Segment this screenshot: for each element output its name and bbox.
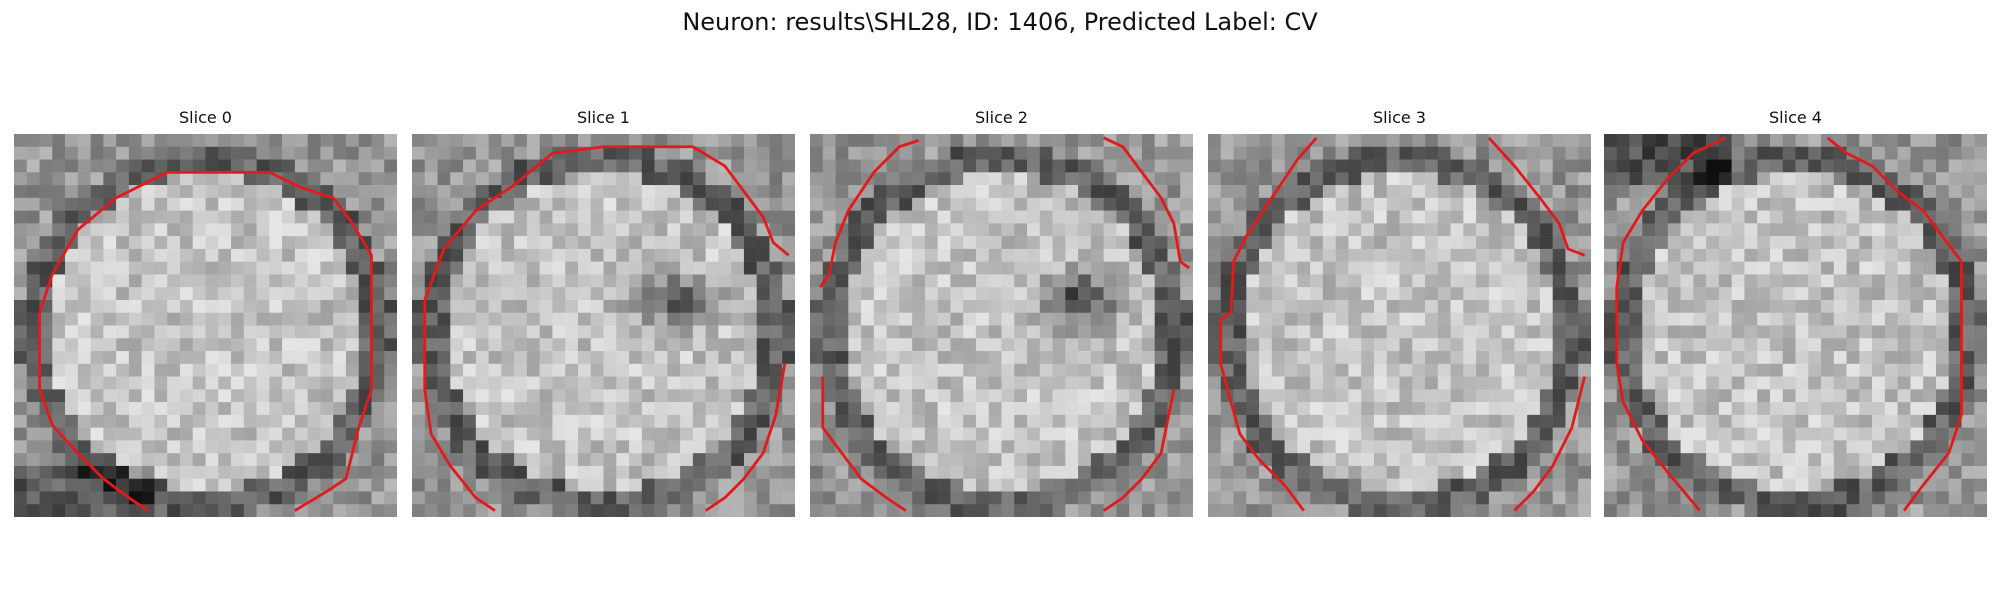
- slice-3-contour-right-lower: [1513, 376, 1586, 512]
- slice-4-title: Slice 4: [1769, 108, 1822, 127]
- figure-title: Neuron: results\SHL28, ID: 1406, Predict…: [682, 8, 1318, 36]
- slice-4-contour-left: [1615, 136, 1726, 512]
- slice-3-title: Slice 3: [1373, 108, 1426, 127]
- slice-0-image: [14, 134, 397, 517]
- slice-2-contour-right-lower: [1102, 389, 1176, 512]
- slice-2-contour-right: [1103, 136, 1190, 270]
- slice-2-image: [810, 134, 1193, 517]
- slice-1-contour-right: [704, 363, 787, 512]
- slice-2-title: Slice 2: [975, 108, 1028, 127]
- slice-1-contour: [423, 145, 790, 512]
- slice-4-image: [1604, 134, 1987, 517]
- slice-2-contour-left: [819, 139, 919, 289]
- slice-1-image: [412, 134, 795, 517]
- slice-2-contour-left-lower: [821, 376, 907, 512]
- slice-3-contour-left: [1219, 136, 1318, 512]
- slice-1-title: Slice 1: [577, 108, 630, 127]
- slice-3-image: [1208, 134, 1591, 517]
- slice-3-contour-right: [1487, 136, 1586, 257]
- slice-4-contour-right: [1826, 136, 1963, 512]
- slice-0-title: Slice 0: [179, 108, 232, 127]
- slice-0-contour: [38, 170, 373, 512]
